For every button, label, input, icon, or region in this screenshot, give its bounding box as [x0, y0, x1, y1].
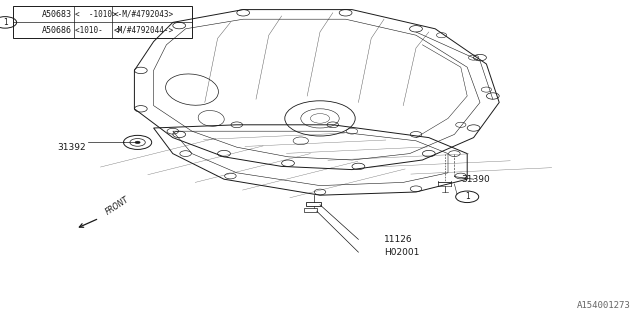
Text: FRONT: FRONT: [104, 195, 131, 217]
Circle shape: [135, 141, 140, 144]
Text: A154001273: A154001273: [577, 301, 630, 310]
Text: <M/#4792044->: <M/#4792044->: [113, 26, 173, 35]
Text: 31392: 31392: [58, 143, 86, 152]
Text: <-M/#4792043>: <-M/#4792043>: [113, 10, 173, 19]
Text: A50686: A50686: [42, 26, 72, 35]
Text: 31390: 31390: [461, 175, 490, 184]
Text: <  -1010>: < -1010>: [75, 10, 116, 19]
Text: 11126: 11126: [384, 236, 413, 244]
Text: H02001: H02001: [384, 248, 419, 257]
Text: 1: 1: [465, 192, 470, 201]
Text: 1: 1: [3, 18, 8, 27]
Text: A50683: A50683: [42, 10, 72, 19]
Text: <1010-   >: <1010- >: [75, 26, 121, 35]
